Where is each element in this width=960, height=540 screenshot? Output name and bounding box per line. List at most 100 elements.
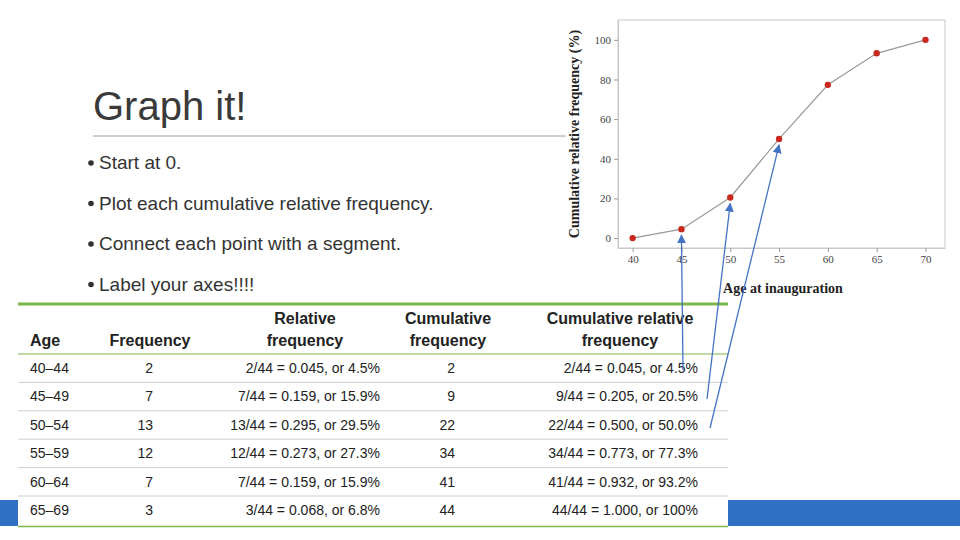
row-rule [18,467,728,468]
table-cell: 7/44 = 0.159, or 15.9% [238,388,380,404]
tick-mark [730,248,731,252]
tick: 55 [774,248,786,265]
tick-mark [614,238,618,239]
table-cell: 55–59 [30,445,69,461]
table-cell: 22 [439,417,455,433]
table-background [18,303,728,526]
pointer-arrow [681,235,683,370]
tick: 60 [823,248,835,265]
table-cell: 44 [439,502,455,518]
table-cell: 2 [145,360,153,376]
tick: 70 [920,248,932,265]
tick: 40 [600,153,618,165]
table-head-rule [18,354,728,355]
table-cell: 12 [137,445,153,461]
tick-mark [779,248,780,252]
table-cell: 13/44 = 0.295, or 29.5% [230,417,380,433]
x-axis: 40455055606570 [619,248,946,265]
axis-line [618,21,619,249]
tick-mark [614,40,618,41]
plot-frame [618,20,945,248]
column-header: Age [30,332,60,349]
column-header: Cumulative relativefrequency [547,310,694,349]
tick: 0 [606,232,619,244]
table-cell: 2/44 = 0.045, or 4.5% [564,360,698,376]
tick-mark [614,159,618,160]
tick-mark [614,198,618,199]
tick-label: 60 [600,113,612,125]
title-rule [93,136,566,137]
tick-label: 65 [872,253,884,265]
bullet-text: Start at 0. [99,152,181,173]
bullet-text: Connect each point with a segment. [99,233,401,254]
data-point [776,136,782,142]
tick: 40 [628,248,640,265]
data-point [629,235,635,241]
table-cell: 41/44 = 0.932, or 93.2% [548,474,698,490]
tick: 80 [600,73,618,85]
data-point [873,50,879,56]
table-cell: 7/44 = 0.159, or 15.9% [238,474,380,490]
tick-label: 20 [600,192,612,204]
column-header: Cumulativefrequency [405,310,491,349]
table-bottom-rule [18,526,728,528]
tick: 50 [725,248,737,265]
column-header: Frequency [110,332,191,349]
table-cell: 45–49 [30,388,69,404]
tick-label: 0 [606,232,612,244]
row-rule [18,496,728,497]
table-cell: 40–44 [30,360,69,376]
bullet-dot [88,160,94,166]
x-axis-title: Age at inauguration [723,281,843,296]
table-cell: 3 [145,502,153,518]
row-rule [18,410,728,411]
bullet-dot [88,282,94,288]
bullet-dot [88,241,94,247]
slide: Graph it! Start at 0. Plot each cumulative… [0,0,960,540]
y-axis: 0 20 40 60 80 100 [595,21,619,249]
plot-area [629,37,928,242]
tick-label: 100 [595,34,612,46]
table-cell: 50–54 [30,417,69,433]
tick-label: 60 [823,253,835,265]
data-point [922,37,928,43]
table-cell: 2/44 = 0.045, or 4.5% [246,360,380,376]
tick-label: 40 [600,153,612,165]
table-cell: 41 [439,474,455,490]
table-cell: 9/44 = 0.205, or 20.5% [556,388,698,404]
data-point [825,82,831,88]
table-cell: 3/44 = 0.068, or 6.8% [246,502,380,518]
bullet-text: Label your axes!!!! [99,274,254,295]
table-cell: 12/44 = 0.273, or 27.3% [230,445,380,461]
tick-label: 40 [628,253,640,265]
row-rule [18,382,728,383]
tick: 65 [872,248,884,265]
tick-label: 70 [920,253,932,265]
ogive-line [633,40,926,238]
tick: 100 [595,34,619,46]
pointer-arrow [707,203,730,399]
tick: 60 [600,113,618,125]
tick-mark [614,119,618,120]
pointer-arrow [710,145,779,428]
table-cell: 65–69 [30,502,69,518]
slide-title: Graph it! [93,84,246,128]
tick: 20 [600,192,618,204]
y-axis-title: Cumulative relative frequency (%) [567,30,583,239]
data-point [678,226,684,232]
tick-mark [614,79,618,80]
table-cell: 7 [145,474,153,490]
table-cell: 60–64 [30,474,69,490]
tick-mark [633,248,634,252]
table-cell: 34/44 = 0.773, or 77.3% [548,445,698,461]
axis-line [619,248,946,249]
tick-label: 55 [774,253,786,265]
row-rule [18,439,728,440]
tick-label: 50 [725,253,737,265]
data-point [727,194,733,200]
bullet-text: Plot each cumulative relative frequency. [99,193,433,214]
tick-mark [828,248,829,252]
tick-mark [925,248,926,252]
table-top-rule [18,303,728,306]
table-cell: 13 [137,417,153,433]
